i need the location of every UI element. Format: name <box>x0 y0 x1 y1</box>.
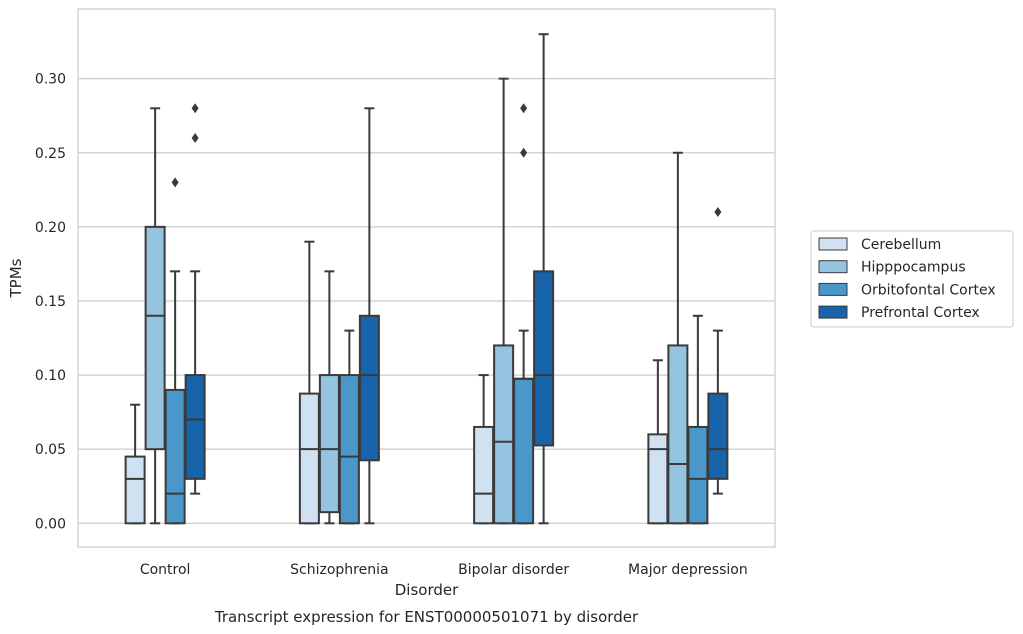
legend: Cerebellum Hipppocampus Orbitofontal Corte… <box>810 230 1014 328</box>
box-iqr <box>358 314 380 462</box>
box-iqr <box>144 225 166 451</box>
box-prefrontal-cortex-1 <box>358 107 380 525</box>
y-tick-label: 0.25 <box>35 146 66 162</box>
legend-swatch <box>818 237 848 251</box>
box-iqr <box>707 392 729 480</box>
box-iqr <box>184 374 206 480</box>
boxes <box>124 33 729 525</box>
legend-label: Hipppocampus <box>861 260 966 276</box>
box-hipppocampus-0 <box>144 107 166 525</box>
y-tick-label: 0.00 <box>35 516 66 532</box>
legend-label: Orbitofontal Cortex <box>861 282 996 298</box>
legend-label: Prefrontal Cortex <box>861 305 980 321</box>
outlier-point <box>171 177 179 188</box>
y-tick-labels: 0.00 0.05 0.10 0.15 0.20 0.25 0.30 <box>35 72 66 533</box>
legend-swatch <box>818 282 848 296</box>
box-prefrontal-cortex-2 <box>533 33 555 525</box>
y-tick-label: 0.05 <box>35 442 66 458</box>
legend-label: Cerebellum <box>861 237 941 253</box>
box-prefrontal-cortex-0 <box>184 103 206 495</box>
x-tick-label: Control <box>140 562 191 578</box>
outlier-point <box>191 103 199 114</box>
box-hipppocampus-3 <box>667 151 689 525</box>
box-cerebellum-1 <box>298 240 320 525</box>
box-orbitofontal-cortex-1 <box>338 329 360 525</box>
box-iqr <box>318 374 340 514</box>
y-axis-title: TPMs <box>7 258 25 298</box>
y-tick-label: 0.15 <box>35 294 66 310</box>
y-tick-label: 0.20 <box>35 220 66 236</box>
box-iqr <box>687 425 709 525</box>
x-tick-label: Bipolar disorder <box>458 562 569 578</box>
legend-frame <box>810 230 1014 328</box>
box-iqr <box>533 270 555 447</box>
box-cerebellum-2 <box>473 374 495 525</box>
outlier-point <box>714 207 722 218</box>
box-iqr <box>493 344 515 525</box>
box-iqr <box>473 425 495 525</box>
box-orbitofontal-cortex-3 <box>687 314 709 525</box>
box-iqr <box>647 433 669 525</box>
legend-swatch <box>818 305 848 319</box>
box-iqr <box>298 392 320 525</box>
box-iqr <box>667 344 689 525</box>
box-hipppocampus-1 <box>318 270 340 525</box>
box-cerebellum-3 <box>647 359 669 525</box>
chart-caption: Transcript expression for ENST0000050107… <box>214 608 639 626</box>
x-tick-label: Schizophrenia <box>290 562 388 578</box>
x-axis-title: Disorder <box>395 581 459 599</box>
outlier-point <box>191 132 199 143</box>
legend-swatch <box>818 260 848 274</box>
box-iqr <box>338 374 360 525</box>
box-iqr <box>513 377 535 525</box>
x-tick-label: Major depression <box>628 562 748 578</box>
box-iqr <box>124 455 146 525</box>
box-orbitofontal-cortex-2 <box>513 103 535 525</box>
outlier-point <box>520 103 528 114</box>
y-tick-label: 0.30 <box>35 72 66 88</box>
y-tick-label: 0.10 <box>35 368 66 384</box>
plot-frame <box>77 8 776 548</box>
box-orbitofontal-cortex-0 <box>164 177 186 525</box>
box-iqr <box>164 388 186 525</box>
box-cerebellum-0 <box>124 403 146 525</box>
x-tick-labels: Control Schizophrenia Bipolar disorder Majo… <box>140 562 748 578</box>
outlier-point <box>520 147 528 158</box>
box-prefrontal-cortex-3 <box>707 207 729 495</box>
